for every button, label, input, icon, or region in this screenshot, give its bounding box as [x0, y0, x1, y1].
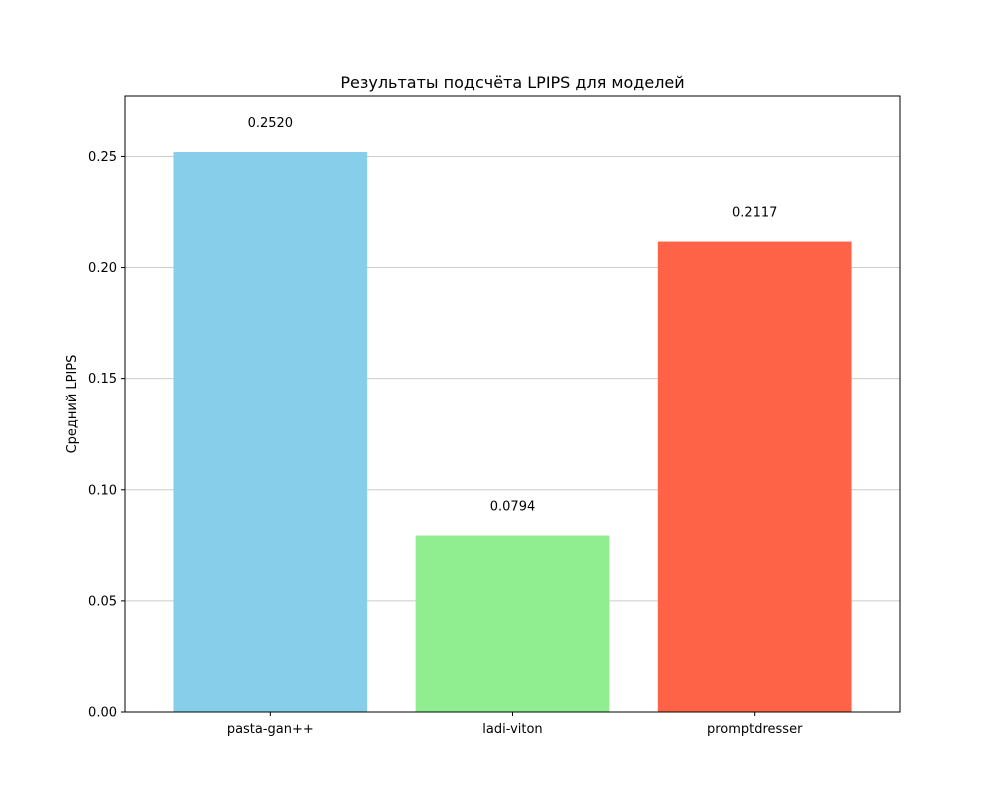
bar-ladi-viton — [415, 535, 610, 712]
bar-promptdresser — [657, 241, 852, 713]
y-tick-label: 0.10 — [88, 483, 117, 498]
y-tick-label: 0.00 — [88, 706, 117, 721]
x-axis-ticks: pasta-gan++ ladi-viton promptdresser — [227, 712, 803, 737]
x-tick-label: promptdresser — [707, 722, 803, 737]
y-axis-label: Средний LPIPS — [65, 355, 80, 454]
y-tick-label: 0.25 — [88, 150, 117, 165]
y-tick-label: 0.20 — [88, 261, 117, 276]
data-label-ladi-viton: 0.0794 — [490, 500, 536, 515]
y-tick-label: 0.05 — [88, 594, 117, 609]
data-label-pasta-gan++: 0.2520 — [248, 116, 294, 131]
bars — [173, 152, 852, 713]
chart-title: Результаты подсчёта LPIPS для моделей — [340, 73, 684, 92]
x-tick-label: pasta-gan++ — [227, 722, 314, 737]
x-tick-label: ladi-viton — [482, 722, 542, 737]
data-labels: 0.2520 0.0794 0.2117 — [248, 116, 778, 515]
bar-pasta-gan++ — [173, 152, 368, 712]
y-axis-ticks: 0.00 0.05 0.10 0.15 0.20 0.25 — [88, 150, 125, 721]
y-tick-label: 0.15 — [88, 372, 117, 387]
data-label-promptdresser: 0.2117 — [732, 206, 778, 221]
